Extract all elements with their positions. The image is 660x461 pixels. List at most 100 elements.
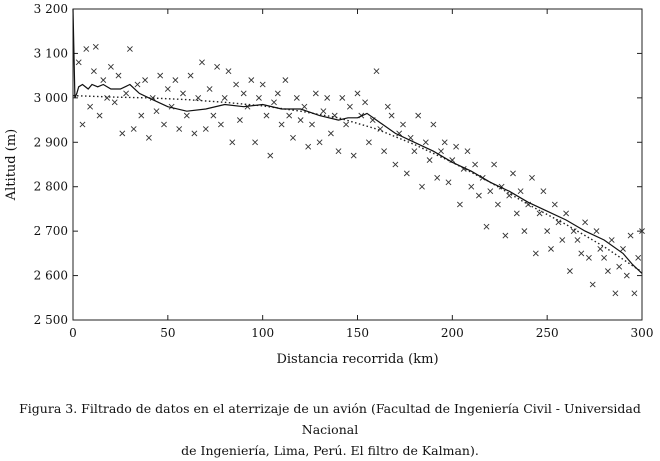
measurement-point xyxy=(339,94,346,101)
measurement-point xyxy=(582,219,589,226)
measurement-point xyxy=(400,121,406,128)
measurement-point xyxy=(536,210,543,217)
measurement-point xyxy=(517,188,524,195)
measurement-point xyxy=(365,139,372,146)
measurement-point xyxy=(195,94,202,101)
measurement-point xyxy=(199,59,205,66)
measurement-point xyxy=(343,121,350,128)
figure: 0 50 100 150 200 250 300 2 500 2 600 2 700 2 800 2… xyxy=(4,2,653,458)
x-tick-label: 300 xyxy=(631,326,654,340)
measurement-point xyxy=(422,139,429,146)
measurement-point xyxy=(79,121,86,128)
measurement-point xyxy=(529,174,535,181)
measurement-point xyxy=(445,179,452,186)
measurement-point xyxy=(191,130,198,137)
measurement-point xyxy=(548,245,554,252)
series-line-true-altitude xyxy=(72,94,643,273)
measurement-point xyxy=(373,68,380,75)
measurement-point xyxy=(255,94,262,101)
measurement-point xyxy=(453,143,460,150)
measurement-point xyxy=(483,223,490,230)
measurement-point xyxy=(324,94,331,101)
measurement-point xyxy=(259,81,266,88)
measurement-point xyxy=(574,237,581,243)
measurement-point xyxy=(415,112,422,119)
measurement-point xyxy=(187,72,194,79)
measurement-point xyxy=(608,237,615,243)
measurement-point xyxy=(411,148,418,155)
measurement-point xyxy=(309,121,315,128)
measurement-point xyxy=(229,139,236,146)
measurement-point xyxy=(305,143,312,150)
measurement-point xyxy=(90,68,97,75)
measurement-point xyxy=(362,99,369,106)
measurement-point xyxy=(392,161,399,168)
measurement-point xyxy=(384,103,391,110)
x-tick-label: 50 xyxy=(160,326,175,340)
measurement-point xyxy=(290,134,296,141)
measurement-point xyxy=(111,99,118,106)
y-tick-label: 2 800 xyxy=(34,180,68,194)
measurement-point xyxy=(544,228,551,235)
measurement-point xyxy=(119,130,126,137)
measurement-point xyxy=(491,161,498,168)
x-tick-label: 150 xyxy=(346,326,369,340)
measurement-point xyxy=(464,148,471,155)
measurement-point xyxy=(202,126,209,132)
measurement-point xyxy=(221,94,228,101)
y-tick-label: 3 100 xyxy=(34,46,68,60)
measurement-point xyxy=(180,90,186,97)
measurement-point xyxy=(225,68,232,75)
measurement-point xyxy=(438,148,444,155)
measurement-point xyxy=(104,94,111,101)
measurement-point xyxy=(601,254,608,261)
measurement-point xyxy=(388,112,395,119)
measurement-point xyxy=(164,86,171,92)
measurement-point xyxy=(149,94,156,101)
measurement-point xyxy=(639,228,645,235)
measurement-point xyxy=(506,192,513,199)
measurement-point xyxy=(172,77,179,84)
measurement-point xyxy=(274,90,281,97)
measurement-point xyxy=(456,201,463,208)
measurement-point xyxy=(248,77,255,84)
measurement-point xyxy=(134,81,141,88)
y-tick-label: 2 700 xyxy=(34,224,68,238)
measurement-point xyxy=(468,183,475,190)
measurement-point xyxy=(441,139,448,146)
x-axis: 0 50 100 150 200 250 300 xyxy=(69,9,653,340)
measurement-point xyxy=(161,121,167,128)
x-tick-label: 200 xyxy=(441,326,464,340)
measurement-point xyxy=(472,161,479,168)
x-tick-label: 100 xyxy=(251,326,274,340)
measurement-point xyxy=(430,121,437,128)
measurement-point xyxy=(555,219,562,226)
measurement-point xyxy=(635,254,642,261)
x-axis-title: Distancia recorrida (km) xyxy=(276,352,438,367)
measurement-point xyxy=(627,232,634,239)
measurement-point xyxy=(75,59,82,66)
caption-line-1: Figura 3. Filtrado de datos en el aterri… xyxy=(19,401,641,437)
measurement-point xyxy=(612,290,619,297)
measurement-point xyxy=(320,108,327,115)
measurement-point xyxy=(252,139,259,146)
series-line-kalman-estimate xyxy=(72,8,643,274)
measurement-point xyxy=(597,245,604,252)
measurement-point xyxy=(475,192,482,199)
measurement-point xyxy=(263,112,270,119)
y-axis: 2 500 2 600 2 700 2 800 2 900 3 000 3 100 3 200 xyxy=(34,2,642,327)
measurement-point xyxy=(623,272,630,279)
measurement-point xyxy=(563,210,570,217)
measurement-point xyxy=(92,43,99,50)
measurement-point xyxy=(183,112,190,119)
measurement-point xyxy=(434,174,441,181)
x-tick-label: 0 xyxy=(69,326,77,340)
measurement-point xyxy=(286,112,293,119)
measurement-point xyxy=(585,254,592,261)
measurement-point xyxy=(616,263,623,270)
y-axis-title: Altitud (m) xyxy=(4,129,19,201)
measurement-point xyxy=(327,130,334,137)
measurement-point xyxy=(540,188,547,195)
measurement-point xyxy=(142,77,149,84)
measurement-point xyxy=(96,112,103,119)
